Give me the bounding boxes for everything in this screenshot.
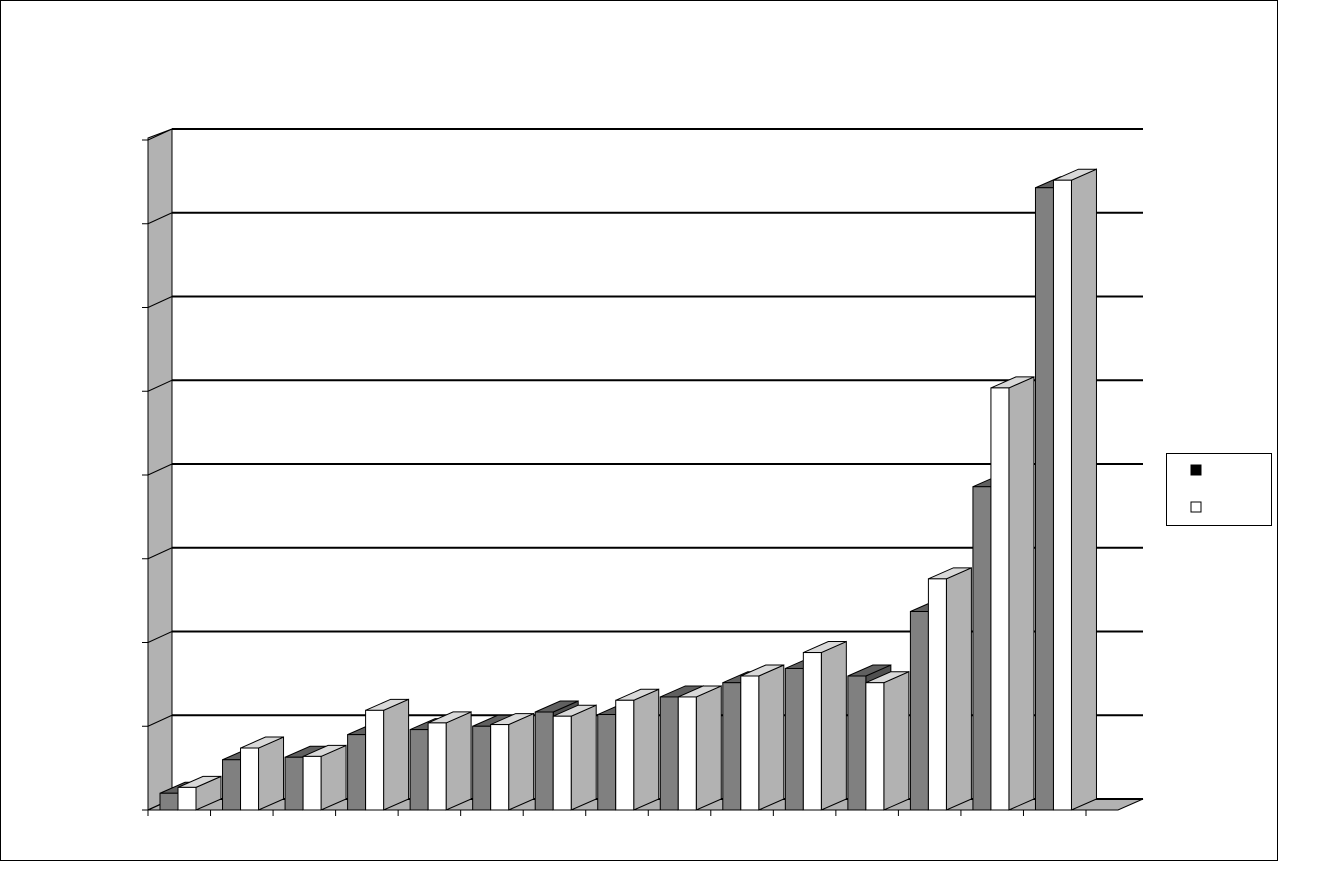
bar <box>347 734 367 811</box>
bar <box>302 755 322 811</box>
bar-side <box>758 664 785 811</box>
grid-line <box>147 379 173 392</box>
bar <box>409 729 429 811</box>
bar-side <box>1070 168 1097 811</box>
bar-side <box>445 711 472 811</box>
grid-line <box>147 296 173 308</box>
bar <box>659 696 679 811</box>
bar <box>472 725 492 811</box>
bar <box>865 682 885 811</box>
bar <box>677 696 697 811</box>
bar <box>722 682 742 811</box>
grid-line <box>147 128 173 141</box>
bar <box>284 756 304 811</box>
bar <box>177 786 197 811</box>
bar <box>847 675 867 811</box>
bar-side <box>883 670 910 811</box>
grid-line <box>147 631 173 643</box>
bar-side <box>258 736 285 811</box>
bar <box>240 747 260 811</box>
legend-swatch <box>1190 464 1202 476</box>
bar-side <box>695 685 722 811</box>
bar <box>802 652 822 811</box>
bar-side <box>945 567 972 811</box>
bar <box>972 486 992 811</box>
bar <box>159 792 179 811</box>
grid-line <box>147 547 173 560</box>
bar-side <box>1008 376 1035 811</box>
grid-line <box>147 463 173 476</box>
bar-side <box>820 640 847 811</box>
bar <box>552 715 572 811</box>
bar <box>909 611 929 811</box>
bar <box>615 699 635 811</box>
bar <box>740 675 760 811</box>
bar <box>534 711 554 811</box>
bar <box>1052 179 1072 811</box>
legend-swatch <box>1190 501 1202 513</box>
bar <box>490 724 510 811</box>
bar <box>990 387 1010 811</box>
bar <box>1034 187 1054 811</box>
bar <box>427 722 447 811</box>
grid-line <box>147 714 173 727</box>
grid-line <box>147 212 173 225</box>
bar <box>222 759 242 811</box>
bar <box>784 667 804 811</box>
legend <box>1166 453 1272 526</box>
bar <box>365 709 385 811</box>
bar-side <box>570 704 597 811</box>
bar <box>597 714 617 811</box>
bar-side <box>383 698 410 811</box>
bar-side <box>633 688 660 811</box>
bar-side <box>508 712 535 811</box>
bar <box>927 578 947 811</box>
